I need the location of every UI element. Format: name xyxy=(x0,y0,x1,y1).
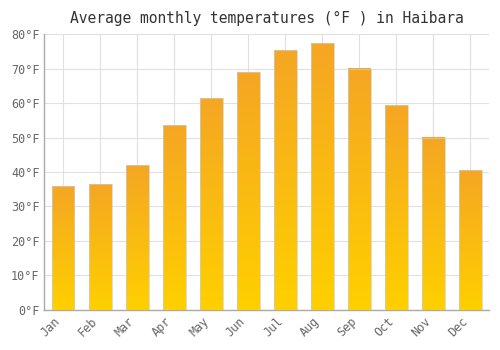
Bar xyxy=(162,126,186,310)
Title: Average monthly temperatures (°F ) in Haibara: Average monthly temperatures (°F ) in Ha… xyxy=(70,11,464,26)
Bar xyxy=(52,186,74,310)
Bar xyxy=(459,170,482,310)
Bar xyxy=(348,69,370,310)
Bar xyxy=(422,138,445,310)
Bar xyxy=(88,184,112,310)
Bar xyxy=(385,105,408,310)
Bar xyxy=(311,43,334,310)
Bar xyxy=(236,72,260,310)
Bar xyxy=(200,98,222,310)
Bar xyxy=(274,50,296,310)
Bar xyxy=(126,165,148,310)
